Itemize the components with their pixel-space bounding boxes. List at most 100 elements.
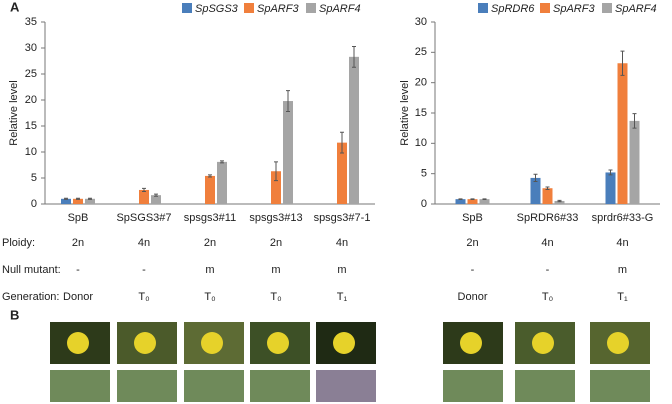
error-bar bbox=[352, 45, 356, 68]
bar bbox=[217, 161, 227, 204]
bar bbox=[617, 63, 628, 205]
legend-swatch bbox=[602, 3, 612, 13]
y-tick-label: 30 bbox=[25, 42, 37, 54]
y-tick-label: 0 bbox=[31, 198, 37, 210]
error-bar bbox=[482, 198, 487, 200]
table-cell: Donor bbox=[458, 291, 488, 303]
x-tick-label: SpB bbox=[68, 212, 89, 224]
row-label: Generation: bbox=[2, 291, 59, 303]
legend-label: SpSGS3 bbox=[195, 3, 239, 15]
photo-flower bbox=[532, 332, 554, 354]
y-tick-label: 25 bbox=[25, 68, 37, 80]
table-cell: 4n bbox=[616, 237, 628, 249]
photo-flower bbox=[67, 332, 89, 354]
photo bbox=[515, 370, 575, 402]
table-cell: m bbox=[271, 264, 280, 276]
error-bar bbox=[533, 173, 538, 183]
legend-swatch bbox=[182, 3, 192, 13]
y-tick-label: 15 bbox=[25, 120, 37, 132]
error-bar bbox=[142, 187, 146, 193]
legend-label: SpARF3 bbox=[553, 3, 595, 15]
error-bar bbox=[557, 199, 562, 203]
bar bbox=[73, 198, 83, 204]
x-tick-label: spsgs3#7-1 bbox=[314, 212, 371, 224]
photo-flower bbox=[134, 332, 156, 354]
legend-label: SpARF4 bbox=[319, 3, 361, 15]
y-axis-label: Relative level bbox=[8, 80, 20, 145]
table-cell: T₀ bbox=[270, 291, 281, 303]
x-tick-label: SpRDR6#33 bbox=[517, 212, 579, 224]
bar bbox=[139, 189, 149, 204]
error-bar bbox=[76, 197, 80, 200]
y-tick-label: 5 bbox=[421, 168, 427, 180]
bar bbox=[349, 56, 359, 205]
error-bar bbox=[458, 198, 463, 200]
legend-label: SpARF4 bbox=[615, 3, 657, 15]
photo bbox=[250, 370, 310, 402]
y-tick-label: 0 bbox=[421, 198, 427, 210]
error-bar bbox=[220, 160, 224, 164]
bar bbox=[151, 195, 161, 204]
legend-label: SpRDR6 bbox=[491, 3, 535, 15]
table-cell: 4n bbox=[541, 237, 553, 249]
table-cell: - bbox=[546, 264, 550, 276]
photo bbox=[316, 370, 376, 402]
y-tick-label: 35 bbox=[25, 16, 37, 28]
error-bar bbox=[64, 197, 68, 200]
table-cell: T₁ bbox=[617, 291, 628, 303]
photo-flower bbox=[607, 332, 629, 354]
y-tick-label: 10 bbox=[415, 137, 427, 149]
table-cell: 2n bbox=[466, 237, 478, 249]
y-tick-label: 25 bbox=[415, 46, 427, 58]
panel-label: B bbox=[10, 307, 19, 322]
y-tick-label: 15 bbox=[415, 107, 427, 119]
bar bbox=[605, 172, 616, 204]
table-cell: - bbox=[142, 264, 146, 276]
error-bar bbox=[608, 169, 613, 176]
table-cell: T₀ bbox=[542, 291, 553, 303]
bar bbox=[85, 198, 95, 204]
table-cell: - bbox=[76, 264, 80, 276]
y-tick-label: 30 bbox=[415, 16, 427, 28]
error-bar bbox=[632, 113, 637, 129]
bar bbox=[455, 199, 466, 204]
error-bar bbox=[340, 131, 344, 154]
x-tick-label: SpB bbox=[462, 212, 483, 224]
photo-flower bbox=[333, 332, 355, 354]
table-cell: 4n bbox=[138, 237, 150, 249]
bar bbox=[283, 101, 293, 204]
photo bbox=[443, 370, 503, 402]
x-tick-label: SpSGS3#7 bbox=[116, 212, 171, 224]
y-tick-label: 5 bbox=[31, 172, 37, 184]
table-cell: - bbox=[471, 264, 475, 276]
row-label: Ploidy: bbox=[2, 237, 35, 249]
legend-swatch bbox=[306, 3, 316, 13]
bar bbox=[542, 188, 553, 204]
x-tick-label: spsgs3#13 bbox=[249, 212, 302, 224]
y-tick-label: 20 bbox=[415, 77, 427, 89]
y-tick-label: 10 bbox=[25, 146, 37, 158]
bar bbox=[554, 200, 565, 204]
table-cell: T₀ bbox=[138, 291, 149, 303]
photo-flower bbox=[460, 332, 482, 354]
x-tick-label: sprdr6#33-G bbox=[592, 212, 654, 224]
bar bbox=[530, 177, 541, 204]
photo-flower bbox=[201, 332, 223, 354]
error-bar bbox=[274, 161, 278, 182]
table-cell: m bbox=[337, 264, 346, 276]
legend-swatch bbox=[244, 3, 254, 13]
row-label: Null mutant: bbox=[2, 264, 61, 276]
error-bar bbox=[286, 90, 290, 112]
bar bbox=[479, 199, 490, 204]
photo-flower bbox=[267, 332, 289, 354]
error-bar bbox=[208, 174, 212, 178]
table-cell: Donor bbox=[63, 291, 93, 303]
error-bar bbox=[545, 186, 550, 190]
error-bar bbox=[620, 50, 625, 76]
bar bbox=[205, 175, 215, 204]
bar bbox=[337, 142, 347, 204]
table-cell: m bbox=[618, 264, 627, 276]
y-axis-label: Relative level bbox=[399, 80, 411, 145]
table-cell: 2n bbox=[204, 237, 216, 249]
